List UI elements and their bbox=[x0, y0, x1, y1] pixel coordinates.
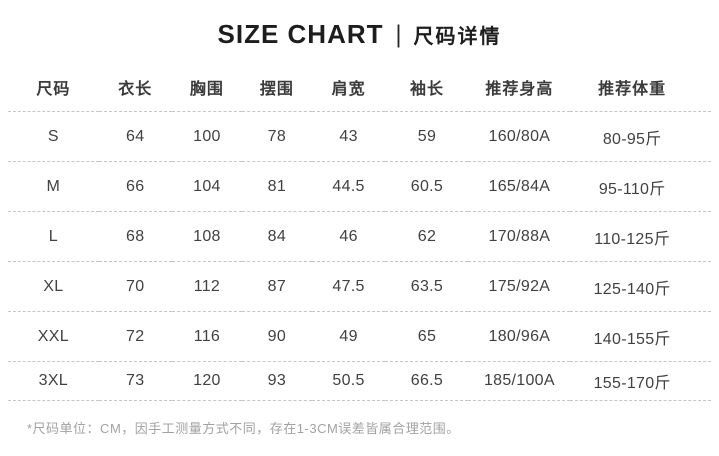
cell-recommended-weight: 110-125斤 bbox=[570, 211, 711, 262]
col-header-recommended-height: 推荐身高 bbox=[468, 63, 571, 112]
col-header-sleeve: 袖长 bbox=[385, 63, 469, 112]
col-header-chest: 胸围 bbox=[171, 63, 243, 112]
cell-recommended-height: 185/100A bbox=[468, 361, 571, 401]
cell-shoulder: 47.5 bbox=[311, 261, 386, 312]
cell-hem: 78 bbox=[242, 111, 312, 162]
cell-recommended-weight: 140-155斤 bbox=[570, 311, 711, 362]
cell-chest: 104 bbox=[171, 161, 243, 212]
size-chart-table: 尺码 衣长 胸围 摆围 肩宽 袖长 推荐身高 推荐体重 S 64 100 78 … bbox=[8, 63, 711, 401]
cell-size: L bbox=[8, 211, 99, 262]
cell-size: XL bbox=[8, 261, 99, 312]
cell-shoulder: 44.5 bbox=[311, 161, 386, 212]
cell-garment-length: 73 bbox=[98, 361, 172, 401]
cell-shoulder: 49 bbox=[311, 311, 386, 362]
cell-sleeve: 65 bbox=[385, 311, 469, 362]
cell-hem: 90 bbox=[242, 311, 312, 362]
cell-recommended-height: 160/80A bbox=[468, 111, 571, 162]
cell-hem: 93 bbox=[242, 361, 312, 401]
cell-recommended-height: 175/92A bbox=[468, 261, 571, 312]
cell-recommended-weight: 155-170斤 bbox=[570, 361, 711, 401]
cell-garment-length: 70 bbox=[98, 261, 172, 312]
table-row-3xl: 3XL 73 120 93 50.5 66.5 185/100A 155-170… bbox=[8, 361, 711, 401]
cell-garment-length: 72 bbox=[98, 311, 172, 362]
cell-size: XXL bbox=[8, 311, 99, 362]
title-divider-bar: | bbox=[395, 19, 402, 48]
table-row-m: M 66 104 81 44.5 60.5 165/84A 95-110斤 bbox=[8, 161, 711, 212]
cell-size: S bbox=[8, 111, 99, 162]
table-header-row: 尺码 衣长 胸围 摆围 肩宽 袖长 推荐身高 推荐体重 bbox=[8, 63, 711, 112]
size-chart-header: SIZE CHART | 尺码详情 bbox=[0, 0, 719, 51]
cell-sleeve: 59 bbox=[385, 111, 469, 162]
table-row-l: L 68 108 84 46 62 170/88A 110-125斤 bbox=[8, 211, 711, 262]
cell-shoulder: 43 bbox=[311, 111, 386, 162]
cell-garment-length: 68 bbox=[98, 211, 172, 262]
table-row-xl: XL 70 112 87 47.5 63.5 175/92A 125-140斤 bbox=[8, 261, 711, 312]
cell-shoulder: 46 bbox=[311, 211, 386, 262]
cell-chest: 120 bbox=[171, 361, 243, 401]
cell-recommended-height: 170/88A bbox=[468, 211, 571, 262]
col-header-recommended-weight: 推荐体重 bbox=[570, 63, 711, 112]
size-table-container: 尺码 衣长 胸围 摆围 肩宽 袖长 推荐身高 推荐体重 S 64 100 78 … bbox=[0, 63, 719, 401]
cell-chest: 112 bbox=[171, 261, 243, 312]
cell-hem: 87 bbox=[242, 261, 312, 312]
cell-sleeve: 63.5 bbox=[385, 261, 469, 312]
col-header-garment-length: 衣长 bbox=[98, 63, 172, 112]
col-header-shoulder: 肩宽 bbox=[311, 63, 386, 112]
page-title-zh: 尺码详情 bbox=[413, 25, 502, 48]
cell-shoulder: 50.5 bbox=[311, 361, 386, 401]
page-title-en: SIZE CHART bbox=[217, 18, 384, 49]
cell-size: M bbox=[8, 161, 99, 212]
cell-recommended-weight: 80-95斤 bbox=[570, 111, 711, 162]
cell-garment-length: 66 bbox=[98, 161, 172, 212]
cell-recommended-height: 165/84A bbox=[468, 161, 571, 212]
cell-garment-length: 64 bbox=[98, 111, 172, 162]
cell-recommended-weight: 95-110斤 bbox=[570, 161, 711, 212]
cell-recommended-height: 180/96A bbox=[468, 311, 571, 362]
col-header-hem: 摆围 bbox=[242, 63, 312, 112]
cell-chest: 116 bbox=[171, 311, 243, 362]
col-header-size: 尺码 bbox=[8, 63, 99, 112]
cell-chest: 108 bbox=[171, 211, 243, 262]
cell-hem: 84 bbox=[242, 211, 312, 262]
table-row-xxl: XXL 72 116 90 49 65 180/96A 140-155斤 bbox=[8, 311, 711, 362]
cell-sleeve: 60.5 bbox=[385, 161, 469, 212]
cell-sleeve: 66.5 bbox=[385, 361, 469, 401]
table-row-s: S 64 100 78 43 59 160/80A 80-95斤 bbox=[8, 111, 711, 162]
measurement-disclaimer-note: *尺码单位：CM，因手工测量方式不同，存在1-3CM误差皆属合理范围。 bbox=[27, 421, 460, 436]
cell-size: 3XL bbox=[8, 361, 99, 401]
cell-recommended-weight: 125-140斤 bbox=[570, 261, 711, 312]
cell-sleeve: 62 bbox=[385, 211, 469, 262]
cell-chest: 100 bbox=[171, 111, 243, 162]
cell-hem: 81 bbox=[242, 161, 312, 212]
